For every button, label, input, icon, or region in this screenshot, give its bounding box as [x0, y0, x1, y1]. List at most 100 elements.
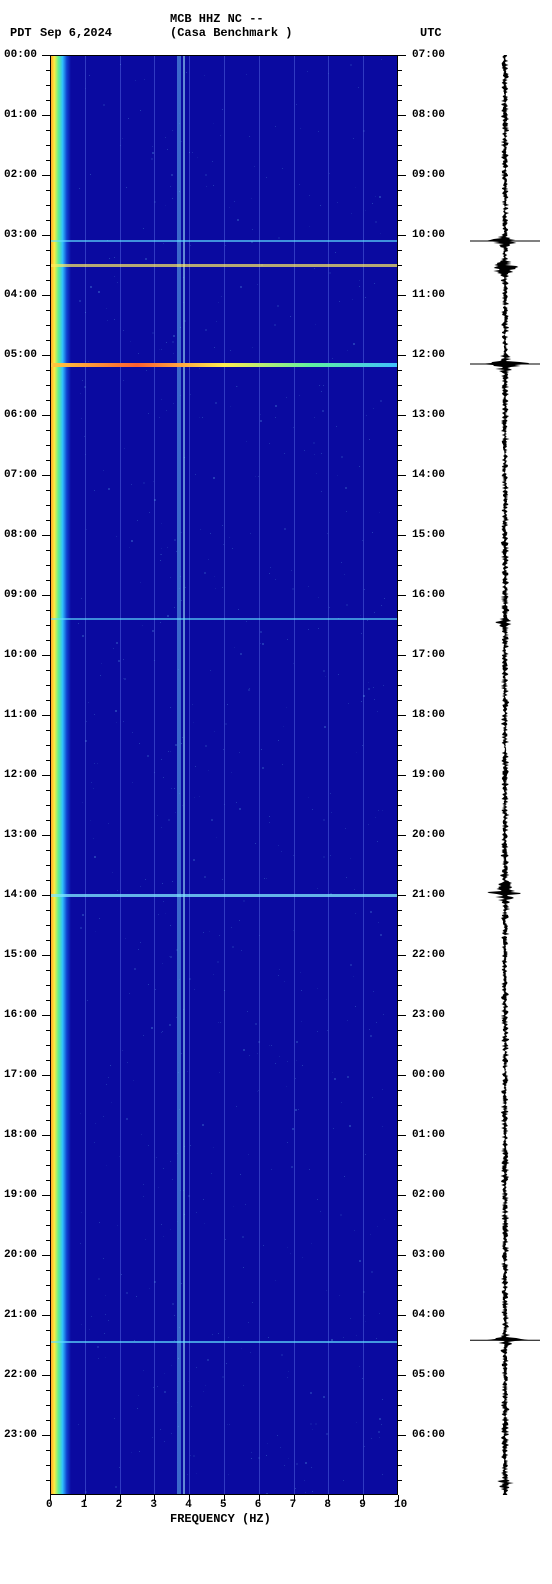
y-right-minor-tick	[398, 730, 402, 731]
y-left-tick	[42, 1435, 50, 1436]
y-right-minor-tick	[398, 1210, 402, 1211]
y-right-tick-label: 23:00	[412, 1009, 445, 1021]
y-right-tick	[398, 1135, 406, 1136]
y-right-minor-tick	[398, 1090, 402, 1091]
y-right-minor-tick	[398, 1300, 402, 1301]
y-right-minor-tick	[398, 970, 402, 971]
y-right-tick-label: 09:00	[412, 169, 445, 181]
y-right-minor-tick	[398, 1045, 402, 1046]
x-tick-label: 0	[46, 1499, 53, 1511]
y-right-minor-tick	[398, 1060, 402, 1061]
waveform-fill	[479, 55, 529, 1495]
y-right-minor-tick	[398, 130, 402, 131]
y-right-tick	[398, 415, 406, 416]
y-right-tick-label: 16:00	[412, 589, 445, 601]
y-right-minor-tick	[398, 925, 402, 926]
y-right-tick-label: 11:00	[412, 289, 445, 301]
y-right-minor-tick	[398, 1285, 402, 1286]
y-right-minor-tick	[398, 250, 402, 251]
y-right-minor-tick	[398, 760, 402, 761]
y-left-tick-label: 10:00	[4, 649, 37, 661]
y-right-tick-label: 07:00	[412, 49, 445, 61]
y-right-minor-tick	[398, 190, 402, 191]
y-right-minor-tick	[398, 1345, 402, 1346]
y-right-tick	[398, 115, 406, 116]
y-left-tick-label: 23:00	[4, 1429, 37, 1441]
y-right-minor-tick	[398, 580, 402, 581]
y-right-tick-label: 19:00	[412, 769, 445, 781]
y-left-tick-label: 13:00	[4, 829, 37, 841]
y-right-minor-tick	[398, 460, 402, 461]
station-line1: MCB HHZ NC --	[170, 12, 264, 26]
x-tick-label: 5	[220, 1499, 227, 1511]
y-left-tick-label: 22:00	[4, 1369, 37, 1381]
y-left-tick-label: 14:00	[4, 889, 37, 901]
y-right-minor-tick	[398, 1420, 402, 1421]
x-tick-label: 7	[290, 1499, 297, 1511]
y-left-tick	[42, 115, 50, 116]
y-right-minor-tick	[398, 550, 402, 551]
y-left-tick-label: 18:00	[4, 1129, 37, 1141]
y-left-tick-label: 09:00	[4, 589, 37, 601]
x-tick-label: 6	[255, 1499, 262, 1511]
y-right-minor-tick	[398, 790, 402, 791]
y-right-minor-tick	[398, 625, 402, 626]
y-right-minor-tick	[398, 1225, 402, 1226]
y-right-minor-tick	[398, 685, 402, 686]
y-right-tick-label: 03:00	[412, 1249, 445, 1261]
y-right-minor-tick	[398, 610, 402, 611]
y-left-tick-label: 12:00	[4, 769, 37, 781]
y-left-tick-label: 05:00	[4, 349, 37, 361]
y-right-tick-label: 10:00	[412, 229, 445, 241]
y-left-tick	[42, 1375, 50, 1376]
y-right-tick-label: 00:00	[412, 1069, 445, 1081]
y-right-tick	[398, 655, 406, 656]
y-right-minor-tick	[398, 565, 402, 566]
y-right-minor-tick	[398, 445, 402, 446]
y-left-tick-label: 20:00	[4, 1249, 37, 1261]
y-left-tick	[42, 955, 50, 956]
y-right-minor-tick	[398, 985, 402, 986]
y-right-tick	[398, 355, 406, 356]
y-right-minor-tick	[398, 1360, 402, 1361]
y-right-tick	[398, 1435, 406, 1436]
x-tick-label: 3	[150, 1499, 157, 1511]
y-right-tick-label: 06:00	[412, 1429, 445, 1441]
y-left-tick-label: 06:00	[4, 409, 37, 421]
y-right-tick-label: 05:00	[412, 1369, 445, 1381]
date-label: Sep 6,2024	[40, 26, 112, 40]
y-left-tick	[42, 175, 50, 176]
y-right-minor-tick	[398, 1030, 402, 1031]
y-left-tick-label: 00:00	[4, 49, 37, 61]
y-right-tick-label: 02:00	[412, 1189, 445, 1201]
left-timezone-label: PDT	[10, 26, 32, 40]
y-right-minor-tick	[398, 1465, 402, 1466]
y-right-tick	[398, 835, 406, 836]
y-left-tick-label: 08:00	[4, 529, 37, 541]
y-left-tick-label: 21:00	[4, 1309, 37, 1321]
y-right-minor-tick	[398, 670, 402, 671]
y-right-tick	[398, 715, 406, 716]
y-left-tick	[42, 715, 50, 716]
y-right-tick-label: 20:00	[412, 829, 445, 841]
y-right-tick	[398, 1195, 406, 1196]
y-right-minor-tick	[398, 1480, 402, 1481]
y-right-minor-tick	[398, 1450, 402, 1451]
y-right-tick-label: 08:00	[412, 109, 445, 121]
y-right-tick-label: 13:00	[412, 409, 445, 421]
y-right-tick-label: 15:00	[412, 529, 445, 541]
y-right-minor-tick	[398, 1390, 402, 1391]
y-right-minor-tick	[398, 1150, 402, 1151]
y-right-minor-tick	[398, 385, 402, 386]
y-right-minor-tick	[398, 1180, 402, 1181]
y-left-tick-label: 11:00	[4, 709, 37, 721]
y-right-tick	[398, 1075, 406, 1076]
y-right-minor-tick	[398, 160, 402, 161]
y-right-tick-label: 21:00	[412, 889, 445, 901]
y-right-minor-tick	[398, 940, 402, 941]
y-left-tick-label: 19:00	[4, 1189, 37, 1201]
y-right-tick-label: 22:00	[412, 949, 445, 961]
y-left-tick	[42, 235, 50, 236]
y-right-tick	[398, 55, 406, 56]
y-left-tick	[42, 1075, 50, 1076]
